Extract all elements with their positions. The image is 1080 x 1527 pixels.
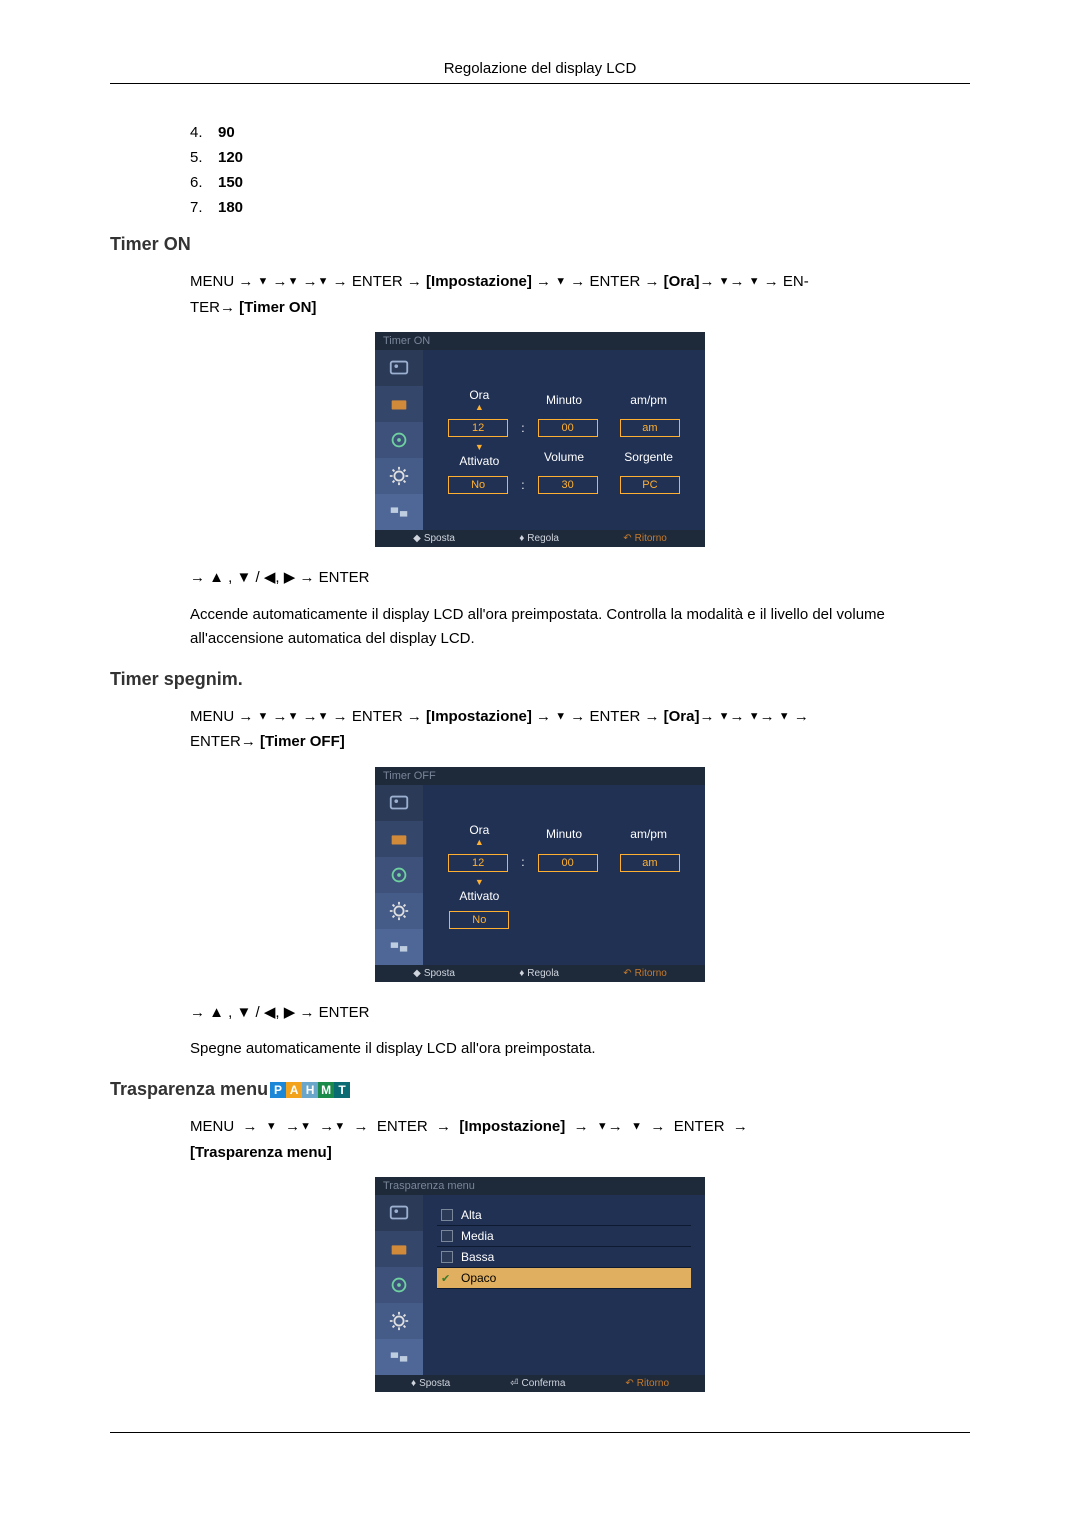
gear-icon — [375, 458, 423, 494]
input-icon — [375, 1231, 423, 1267]
nav-path-timer-off: MENU → ▼ →▼ →▼ → ENTER → [Impostazione] … — [190, 704, 970, 755]
multi-icon — [375, 929, 423, 965]
page-header: Regolazione del display LCD — [110, 60, 970, 84]
gear-icon — [375, 893, 423, 929]
hour-value[interactable]: 12 — [448, 854, 508, 872]
pahmt-badges: PAHMT — [270, 1082, 350, 1098]
multi-icon — [375, 1339, 423, 1375]
ampm-value[interactable]: am — [620, 854, 680, 872]
picture-icon — [375, 1195, 423, 1231]
nav-arrows-line: → ▲ , ▼ / ◀, ▶ → ENTER — [190, 565, 970, 591]
transparency-option[interactable]: Alta — [437, 1205, 691, 1226]
transparency-option[interactable]: Bassa — [437, 1247, 691, 1268]
osd-footer: ♦Sposta ⏎Conferma ↶Ritorno — [375, 1375, 705, 1392]
hour-value[interactable]: 12 — [448, 419, 508, 437]
activate-value[interactable]: No — [449, 911, 509, 929]
sound-icon — [375, 422, 423, 458]
osd-sidebar — [375, 1195, 423, 1375]
multi-icon — [375, 494, 423, 530]
ordered-list: 4.90 5.120 6.150 7.180 — [190, 124, 970, 216]
osd-panel-timer-off: Timer OFF Ora▲ Minuto am/pm 12 — [375, 767, 705, 982]
section-title-transparency: Trasparenza menu PAHMT — [110, 1079, 970, 1100]
section-title-timer-off: Timer spegnim. — [110, 669, 970, 690]
description-timer-on: Accende automaticamente il display LCD a… — [190, 603, 970, 651]
footer-rule — [110, 1432, 970, 1433]
minute-value[interactable]: 00 — [538, 854, 598, 872]
osd-footer: ◆Sposta ♦Regola ↶Ritorno — [375, 530, 705, 547]
activate-value[interactable]: No — [448, 476, 508, 494]
sound-icon — [375, 1267, 423, 1303]
osd-title: Trasparenza menu — [375, 1177, 705, 1195]
sound-icon — [375, 857, 423, 893]
osd-panel-timer-on: Timer ON Ora▲ Minuto am/pm 12 — [375, 332, 705, 547]
osd-title: Timer OFF — [375, 767, 705, 785]
transparency-option-selected[interactable]: ✔Opaco — [437, 1268, 691, 1289]
picture-icon — [375, 785, 423, 821]
input-icon — [375, 386, 423, 422]
nav-path-transparency: MENU → ▼ →▼ →▼ → ENTER → [Impostazione] … — [190, 1114, 970, 1165]
osd-sidebar — [375, 785, 423, 965]
gear-icon — [375, 1303, 423, 1339]
ampm-value[interactable]: am — [620, 419, 680, 437]
osd-title: Timer ON — [375, 332, 705, 350]
volume-value[interactable]: 30 — [538, 476, 598, 494]
osd-panel-transparency: Trasparenza menu Alta Media Bassa ✔Opaco — [375, 1177, 705, 1392]
minute-value[interactable]: 00 — [538, 419, 598, 437]
picture-icon — [375, 350, 423, 386]
transparency-option[interactable]: Media — [437, 1226, 691, 1247]
nav-arrows-line: → ▲ , ▼ / ◀, ▶ → ENTER — [190, 1000, 970, 1026]
description-timer-off: Spegne automaticamente il display LCD al… — [190, 1037, 970, 1061]
source-value[interactable]: PC — [620, 476, 680, 494]
section-title-timer-on: Timer ON — [110, 234, 970, 255]
nav-path-timer-on: MENU → ▼ →▼ →▼ → ENTER → [Impostazione] … — [190, 269, 970, 320]
input-icon — [375, 821, 423, 857]
osd-sidebar — [375, 350, 423, 530]
osd-footer: ◆Sposta ♦Regola ↶Ritorno — [375, 965, 705, 982]
